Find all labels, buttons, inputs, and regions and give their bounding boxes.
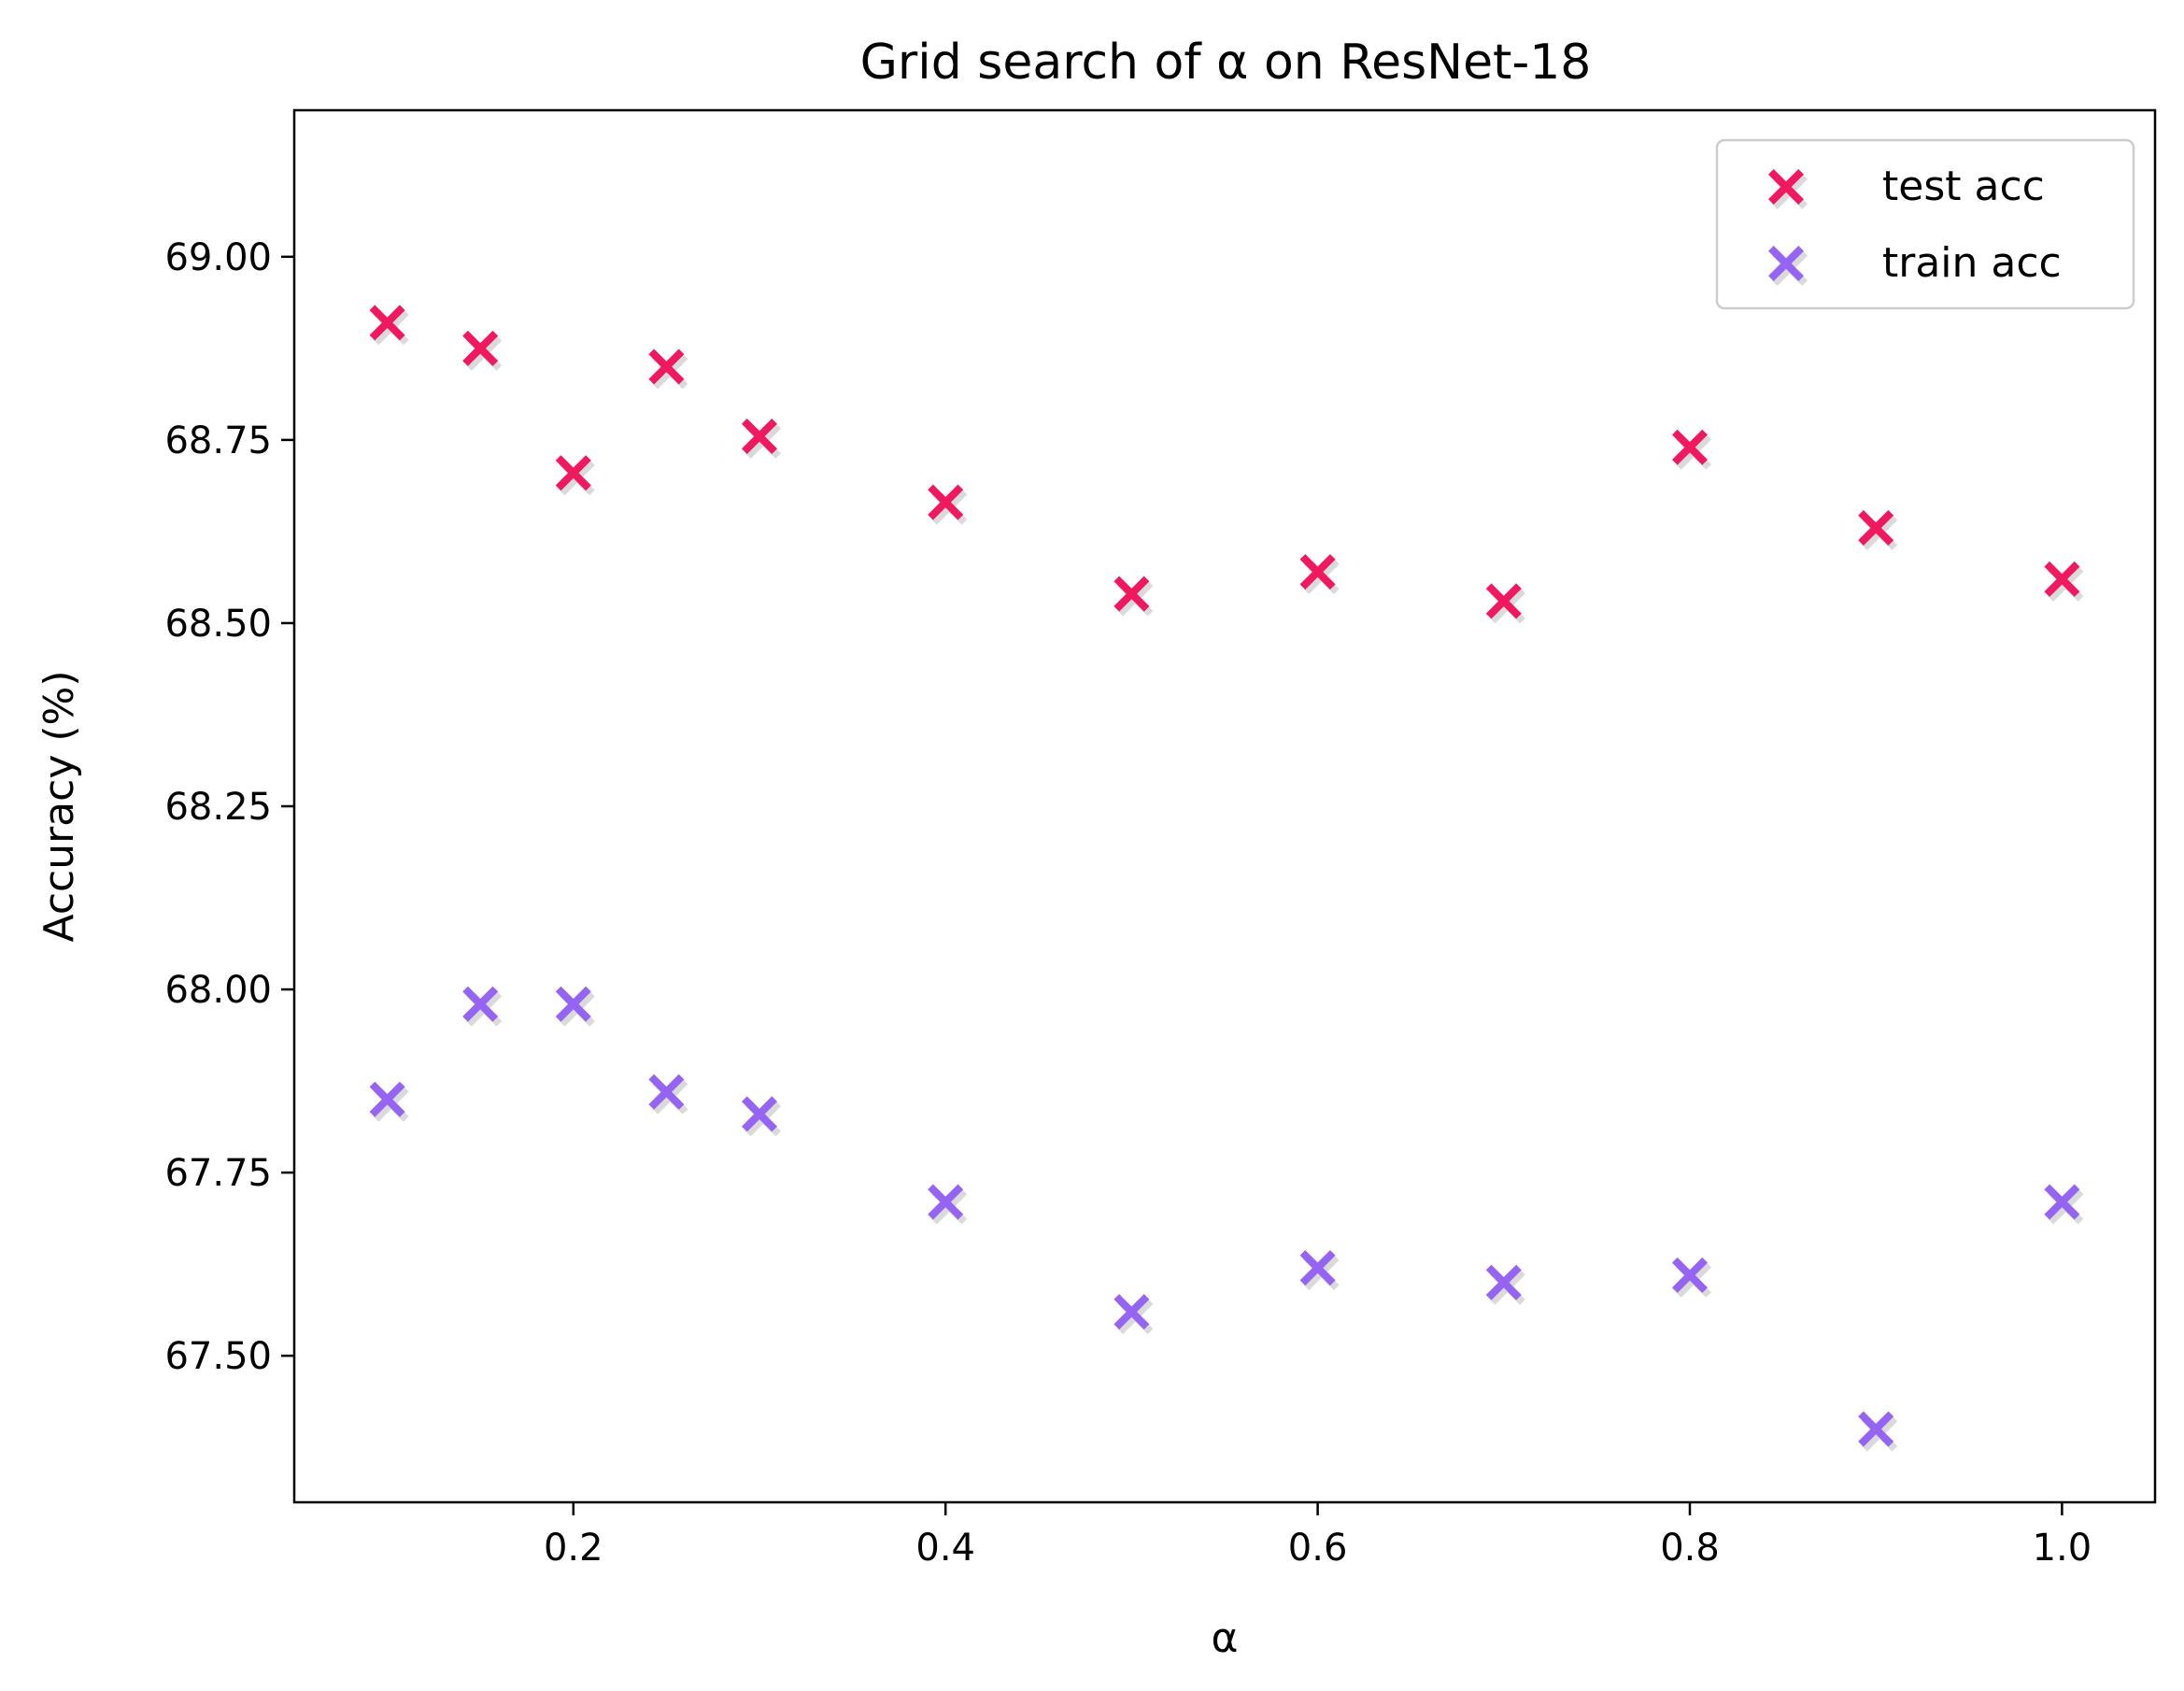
data-point-train-acc bbox=[1113, 1294, 1154, 1335]
y-axis-label: Accuracy (%) bbox=[35, 670, 83, 942]
axes: 0.2 0.4 0.6 0.8 1.0 67.50 67.75 68.00 68.25 68.50… bbox=[164, 236, 2092, 1570]
series-test-acc bbox=[369, 305, 2084, 624]
plot-area bbox=[369, 305, 2084, 1452]
x-tick-label: 1.0 bbox=[2033, 1527, 2092, 1570]
data-point-test-acc bbox=[1672, 429, 1711, 470]
data-point-test-acc bbox=[742, 419, 781, 459]
data-point-train-acc bbox=[928, 1184, 968, 1225]
data-point-test-acc bbox=[648, 348, 688, 390]
x-axis-label: α bbox=[1211, 1614, 1238, 1662]
x-tick-label: 0.4 bbox=[915, 1527, 975, 1570]
data-point-test-acc bbox=[1858, 510, 1898, 550]
x-tick-label: 0.8 bbox=[1660, 1527, 1720, 1570]
data-point-train-acc bbox=[462, 986, 503, 1027]
y-tick-label: 69.00 bbox=[164, 236, 272, 279]
legend-marker-train-acc bbox=[1768, 246, 1808, 286]
legend-label-test-acc: test acc bbox=[1882, 163, 2045, 210]
y-tick-label: 68.00 bbox=[164, 969, 272, 1012]
x-tick-label: 0.6 bbox=[1288, 1527, 1348, 1570]
data-point-train-acc bbox=[1672, 1257, 1711, 1298]
legend-x-icon bbox=[1768, 169, 1808, 209]
legend-x-icon bbox=[1768, 246, 1808, 286]
legend-frame bbox=[1715, 138, 2135, 310]
data-point-test-acc bbox=[462, 330, 503, 371]
data-point-train-acc bbox=[648, 1073, 688, 1115]
y-tick-label: 68.25 bbox=[164, 786, 272, 829]
data-point-test-acc bbox=[928, 484, 968, 525]
legend: test acc train acc bbox=[1715, 138, 2135, 310]
data-point-test-acc bbox=[369, 305, 409, 346]
data-point-test-acc bbox=[2044, 561, 2084, 602]
y-tick-label: 67.75 bbox=[164, 1152, 272, 1195]
chart-title: Grid search of α on ResNet-18 bbox=[860, 35, 1592, 91]
y-tick-label: 67.50 bbox=[164, 1335, 272, 1378]
series-train-acc bbox=[369, 986, 2084, 1452]
data-point-test-acc bbox=[1485, 583, 1525, 624]
data-point-train-acc bbox=[742, 1096, 781, 1137]
data-point-train-acc bbox=[555, 986, 595, 1027]
legend-marker-test-acc bbox=[1768, 169, 1808, 209]
data-point-test-acc bbox=[1299, 554, 1340, 595]
data-point-train-acc bbox=[369, 1081, 409, 1122]
data-point-test-acc bbox=[555, 455, 595, 496]
legend-label-train-acc: train acc bbox=[1882, 239, 2062, 287]
data-point-train-acc bbox=[1858, 1411, 1898, 1452]
y-tick-label: 68.75 bbox=[164, 419, 272, 462]
data-point-train-acc bbox=[2044, 1184, 2084, 1225]
y-tick-label: 68.50 bbox=[164, 603, 272, 646]
data-point-train-acc bbox=[1485, 1264, 1525, 1305]
data-point-test-acc bbox=[1113, 576, 1154, 617]
x-tick-label: 0.2 bbox=[544, 1527, 603, 1570]
data-point-train-acc bbox=[1299, 1250, 1340, 1291]
